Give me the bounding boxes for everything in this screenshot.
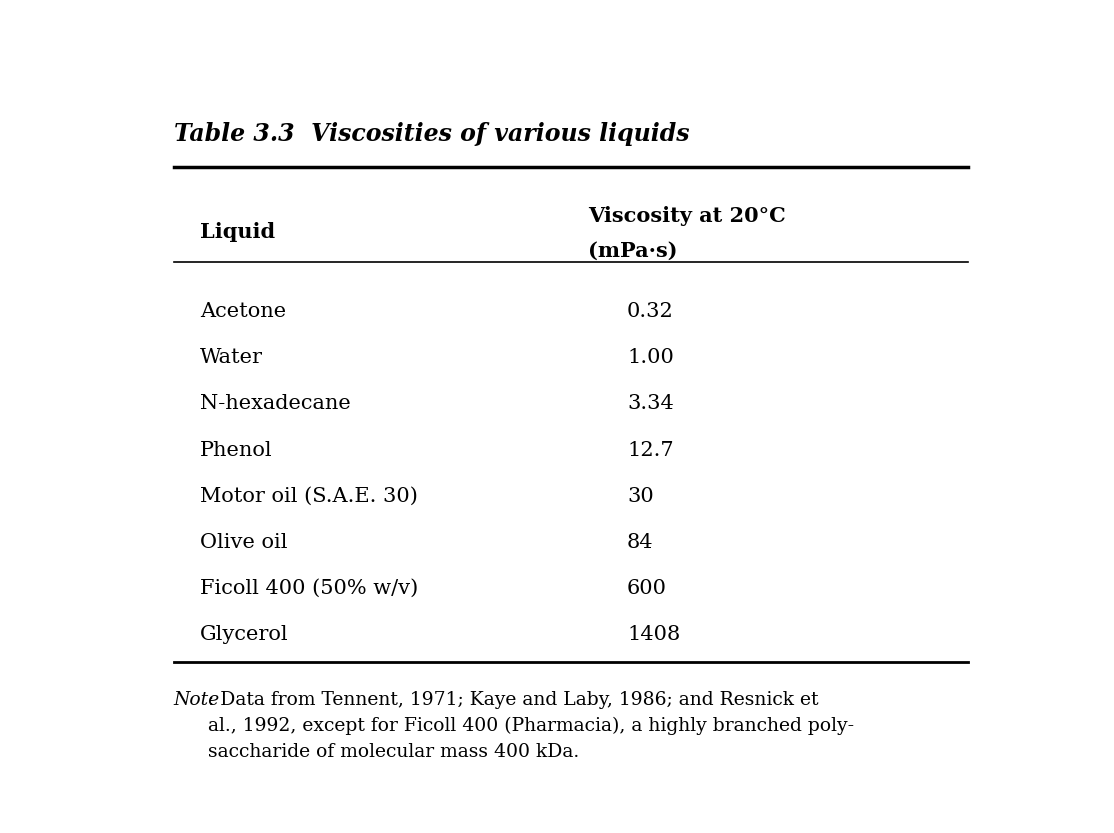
Text: Acetone: Acetone xyxy=(199,302,286,321)
Text: Table 3.3  Viscosities of various liquids: Table 3.3 Viscosities of various liquids xyxy=(174,122,690,147)
Text: 600: 600 xyxy=(627,579,667,598)
Text: Motor oil (S.A.E. 30): Motor oil (S.A.E. 30) xyxy=(199,486,418,506)
Text: Note: Note xyxy=(174,691,221,710)
Text: 84: 84 xyxy=(627,533,654,552)
Text: Ficoll 400 (50% w/v): Ficoll 400 (50% w/v) xyxy=(199,579,418,598)
Text: Phenol: Phenol xyxy=(199,441,272,460)
Text: (mPa·s): (mPa·s) xyxy=(588,241,677,261)
Text: N-hexadecane: N-hexadecane xyxy=(199,394,351,413)
Text: Viscosity at 20°C: Viscosity at 20°C xyxy=(588,206,786,226)
Text: 3.34: 3.34 xyxy=(627,394,674,413)
Text: 12.7: 12.7 xyxy=(627,441,674,460)
Text: 1408: 1408 xyxy=(627,626,681,644)
Text: 30: 30 xyxy=(627,486,654,506)
Text: : Data from Tennent, 1971; Kaye and Laby, 1986; and Resnick et
al., 1992, except: : Data from Tennent, 1971; Kaye and Laby… xyxy=(208,691,854,761)
Text: Water: Water xyxy=(199,348,263,367)
Text: 0.32: 0.32 xyxy=(627,302,674,321)
Text: Olive oil: Olive oil xyxy=(199,533,287,552)
Text: Liquid: Liquid xyxy=(199,222,275,242)
Text: Glycerol: Glycerol xyxy=(199,626,289,644)
Text: 1.00: 1.00 xyxy=(627,348,674,367)
